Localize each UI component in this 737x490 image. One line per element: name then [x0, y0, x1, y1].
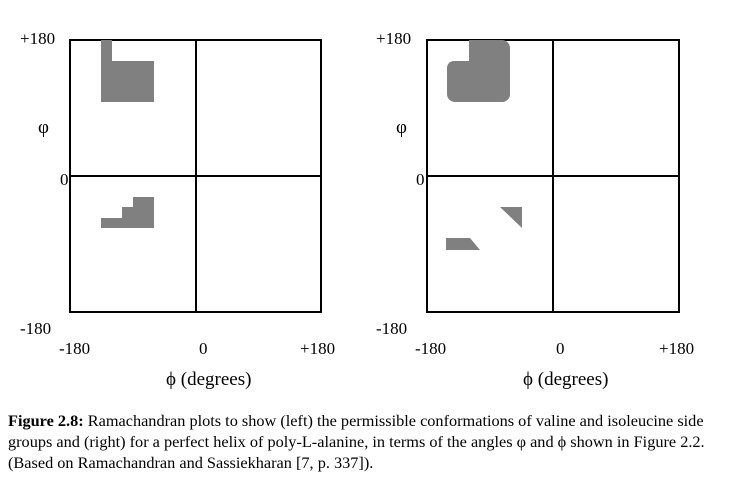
horizontal-axis	[426, 175, 680, 177]
y-bottom-label: -180	[20, 319, 52, 338]
figure-caption: Figure 2.8: Ramachandran plots to show (…	[8, 410, 730, 473]
y-axis-symbol: φ	[396, 117, 407, 138]
caption-label: Figure 2.8:	[8, 411, 84, 430]
x-mid-label: 0	[556, 339, 565, 358]
y-mid-label: 0	[416, 170, 425, 189]
allowed-region-beta	[447, 61, 510, 102]
allowed-region-beta	[101, 61, 154, 102]
x-right-label: +180	[300, 339, 336, 358]
allowed-region-alpha	[133, 197, 154, 228]
caption-text: Ramachandran plots to show (left) the pe…	[8, 411, 705, 472]
x-axis-title: ϕ (degrees)	[523, 369, 609, 390]
horizontal-axis	[69, 175, 322, 177]
y-mid-label: 0	[60, 170, 69, 189]
y-bottom-label: -180	[376, 319, 408, 338]
x-left-label: -180	[415, 339, 447, 358]
allowed-region-alpha-right	[500, 207, 522, 228]
y-axis-symbol: φ	[38, 117, 49, 138]
x-right-label: +180	[659, 339, 695, 358]
y-top-label: +180	[376, 29, 412, 48]
x-mid-label: 0	[199, 339, 208, 358]
allowed-region-alpha-left	[446, 238, 480, 250]
x-left-label: -180	[59, 339, 91, 358]
y-top-label: +180	[20, 29, 56, 48]
x-axis-title: ϕ (degrees)	[166, 369, 252, 390]
